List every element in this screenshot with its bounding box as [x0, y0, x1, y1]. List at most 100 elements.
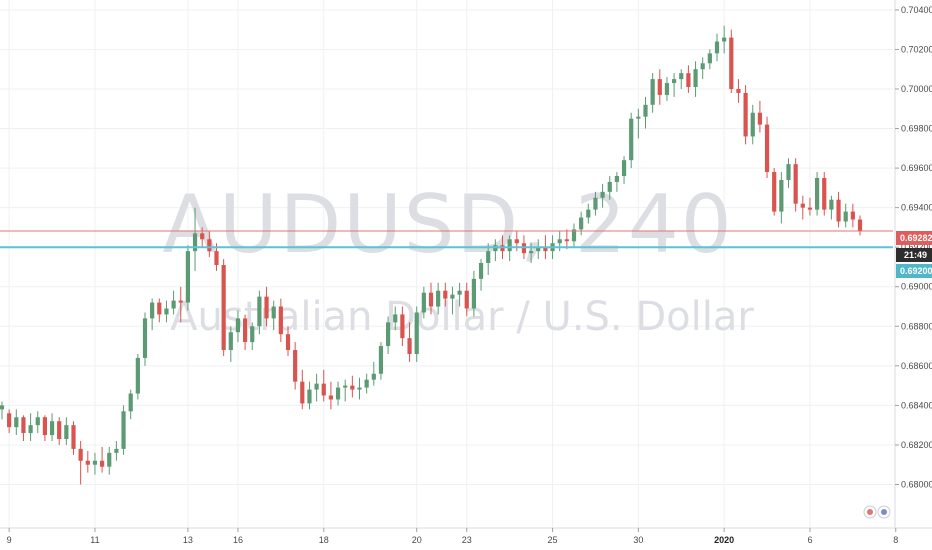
candle-up [843, 203, 848, 228]
candle-body [822, 177, 827, 210]
candle-down [400, 306, 405, 347]
candle-body [629, 118, 634, 161]
candle-body [314, 383, 319, 390]
countdown-tag [896, 248, 932, 262]
candle-down [21, 415, 26, 441]
x-tick-label: 13 [183, 535, 193, 545]
y-tick-label: 0.68800 [901, 321, 932, 331]
candle-body [243, 318, 248, 343]
candle-down [743, 85, 748, 145]
candle-up [142, 312, 148, 366]
candle-body [643, 104, 648, 117]
candle-body [729, 37, 734, 89]
candle-down [464, 282, 469, 317]
level-tag [896, 264, 932, 278]
candle-down [822, 172, 827, 216]
candle-body [250, 326, 255, 343]
candle-up [436, 282, 441, 315]
candle-up [235, 310, 241, 343]
candle-body [593, 197, 598, 210]
candle-body [571, 229, 577, 242]
candle-up [135, 353, 140, 400]
candle-body [436, 290, 441, 307]
candle-body [157, 302, 162, 315]
candle-body [414, 312, 419, 354]
candle-body [650, 79, 655, 105]
candle-body [164, 308, 169, 315]
candle-up [815, 172, 820, 216]
candle-body [192, 233, 198, 252]
candle-up [486, 243, 491, 275]
candle-body [7, 413, 12, 428]
candle-down [78, 440, 83, 485]
candle-body [0, 405, 5, 410]
y-tick-label: 0.70400 [901, 5, 932, 15]
candle-body [393, 314, 398, 323]
candle-down [764, 116, 770, 178]
candle-up [700, 57, 705, 80]
candle-body [686, 73, 691, 88]
candle-up [64, 417, 69, 445]
last-price-tag [896, 231, 932, 245]
candle-up [636, 108, 641, 139]
event-flag-icon[interactable] [863, 505, 891, 519]
candle-up [457, 282, 462, 307]
candle-down [807, 197, 813, 216]
candle-up [643, 96, 648, 129]
candle-up [357, 377, 362, 400]
candle-up [421, 286, 426, 319]
candle-body [457, 290, 462, 295]
candle-down [221, 259, 226, 356]
candle-up [650, 73, 655, 113]
candle-up [92, 452, 98, 475]
candle-up [829, 195, 834, 220]
candle-body [107, 452, 112, 467]
candle-body [636, 116, 641, 119]
candle-up [343, 379, 348, 402]
candle-down [157, 298, 162, 323]
candle-down [178, 286, 183, 323]
candle-body [400, 314, 405, 339]
candle-body [793, 164, 798, 204]
candle-up [779, 172, 784, 224]
candle-body [557, 239, 562, 244]
candle-down [278, 298, 283, 343]
candle-up [786, 158, 791, 188]
candle-body [21, 417, 26, 434]
candle-body [35, 417, 40, 426]
candle-down [428, 282, 434, 315]
candle-body [350, 385, 355, 390]
candle-body [343, 385, 348, 388]
candle-body [536, 247, 541, 252]
candle-body [600, 191, 605, 198]
price-lines [0, 230, 893, 249]
candle-body [135, 357, 140, 394]
candle-body [579, 217, 584, 230]
candle-up [121, 405, 126, 455]
candle-down [85, 450, 90, 473]
candle-body [607, 181, 612, 192]
candle-body [543, 247, 548, 252]
candle-up [378, 342, 384, 380]
candle-up [621, 156, 627, 184]
x-tick-label: 6 [807, 535, 812, 545]
y-tick-label: 0.70000 [901, 84, 932, 94]
y-tick-label: 0.68000 [901, 479, 932, 489]
candle-body [321, 383, 326, 396]
candle-up [672, 73, 677, 97]
candle-up [393, 306, 398, 331]
candle-body [386, 322, 391, 347]
candle-body [800, 203, 805, 208]
time-axis[interactable]: 9 11 13 16 18 20 23 25 30 2020 6 8 [0, 527, 932, 545]
candle-up [414, 306, 419, 362]
candle-down [243, 314, 248, 351]
candle-body [815, 177, 820, 210]
candle-body [100, 460, 105, 467]
candle-body [514, 239, 519, 244]
price-tags: 0.69282 21:49 0.69200 [896, 231, 932, 278]
candle-body [278, 306, 283, 335]
candle-body [807, 207, 813, 210]
candle-up [750, 104, 755, 145]
candle-body [357, 387, 362, 390]
